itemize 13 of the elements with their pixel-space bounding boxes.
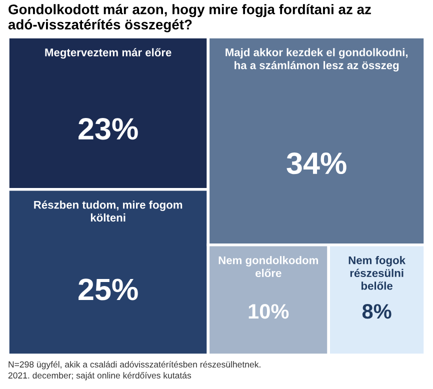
data-label: 25% — [78, 278, 138, 300]
text: Gondolkodott már azon, hogy mire fogja fordítani az az adó-visszatérítés összegét? — [8, 4, 371, 32]
data-label: 8% — [362, 304, 392, 319]
text: 2021. december; saját online kérdőíves kutatás — [8, 372, 192, 380]
text: N=298 ügyfél, akik a családi adóvisszatérítésben részesülhetnek. — [8, 361, 260, 370]
category-label: Nem gondolkodom előre — [218, 256, 318, 278]
category-label: Majd akkor kezdek el gondolkodni, ha a számlámon lesz az összeg — [226, 48, 408, 72]
data-label: 10% — [248, 304, 289, 319]
category-label: Részben tudom, mire fogom költeni — [34, 200, 182, 222]
data-label: 23% — [78, 118, 138, 140]
category-label: Nem fogok részesülni belőle — [348, 256, 406, 290]
category-label: Megterveztem már előre — [45, 48, 172, 59]
data-label: 34% — [286, 152, 346, 174]
